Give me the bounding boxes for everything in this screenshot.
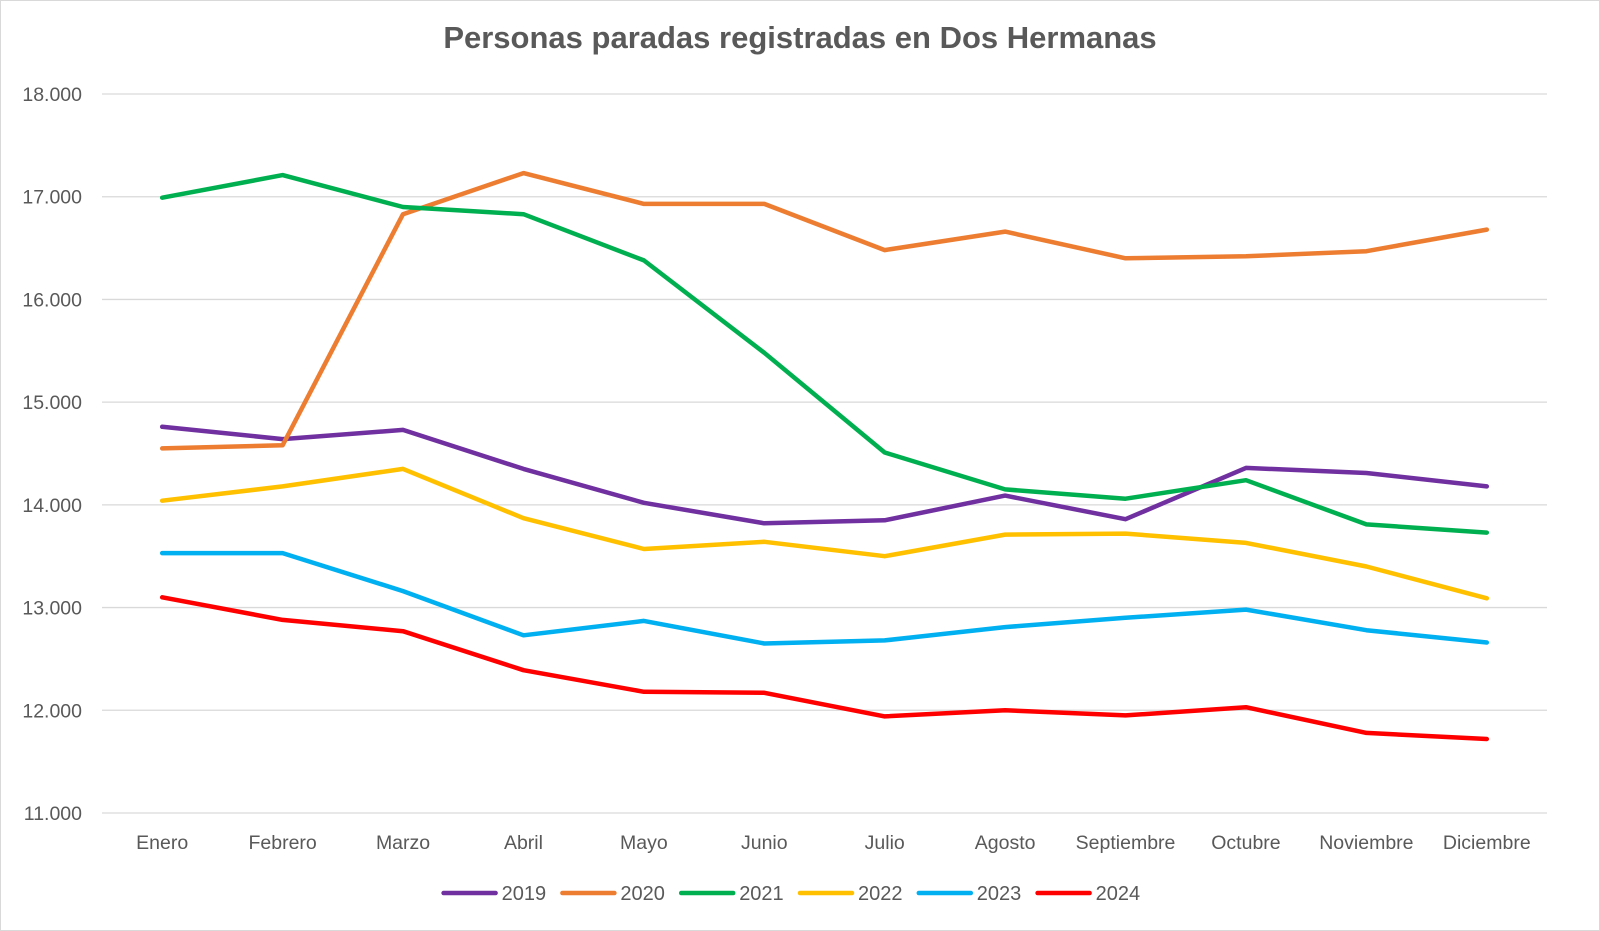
- legend-label: 2019: [502, 883, 546, 905]
- y-tick-label: 18.000: [22, 84, 82, 106]
- x-tick-label: Junio: [741, 832, 788, 854]
- legend-item-2021: 2021: [678, 883, 784, 905]
- x-tick-label: Septiembre: [1076, 832, 1176, 854]
- legend-item-2023: 2023: [916, 883, 1022, 905]
- legend-label: 2024: [1096, 883, 1141, 905]
- legend-item-2024: 2024: [1035, 883, 1141, 905]
- x-tick-label: Noviembre: [1319, 832, 1413, 854]
- series-line-2023: [159, 550, 1490, 646]
- y-tick-label: 11.000: [24, 803, 82, 825]
- y-tick-label: 16.000: [22, 289, 82, 311]
- legend-label: 2022: [858, 883, 903, 905]
- x-tick-label: Octubre: [1211, 832, 1280, 854]
- chart-title: Personas paradas registradas en Dos Herm…: [443, 20, 1157, 55]
- x-tick-label: Diciembre: [1443, 832, 1531, 854]
- x-tick-label: Julio: [865, 832, 905, 854]
- x-axis-ticks: Enero Febrero Marzo Abril Mayo Junio Julio Agos…: [136, 832, 1530, 854]
- legend-label: 2023: [977, 883, 1022, 905]
- series-line-2019: [159, 424, 1490, 526]
- y-tick-label: 15.000: [22, 392, 82, 414]
- x-tick-label: Marzo: [376, 832, 430, 854]
- legend-label: 2021: [739, 883, 784, 905]
- legend-item-2022: 2022: [797, 883, 903, 905]
- x-tick-label: Enero: [136, 832, 188, 854]
- legend: 2019 2020 2021 2022 2023 2024: [441, 883, 1141, 905]
- legend-item-2020: 2020: [560, 883, 665, 905]
- y-tick-label: 13.000: [22, 598, 82, 620]
- series-line-2021: [159, 172, 1490, 535]
- legend-label: 2020: [620, 883, 665, 905]
- gridlines: [102, 93, 1547, 814]
- series-line-2024: [159, 595, 1490, 742]
- y-tick-label: 14.000: [22, 495, 82, 517]
- x-tick-label: Abril: [504, 832, 543, 854]
- y-tick-label: 17.000: [22, 187, 82, 209]
- x-tick-label: Agosto: [975, 832, 1036, 854]
- x-tick-label: Mayo: [620, 832, 668, 854]
- series-lines: [159, 170, 1490, 742]
- series-line-2022: [159, 466, 1490, 601]
- y-tick-label: 12.000: [22, 700, 82, 722]
- x-tick-label: Febrero: [248, 832, 316, 854]
- legend-item-2019: 2019: [441, 883, 546, 905]
- series-line-2020: [159, 170, 1490, 451]
- y-axis-ticks: 11.000 12.000 13.000 14.000 15.000 16.000 17.0…: [22, 84, 82, 825]
